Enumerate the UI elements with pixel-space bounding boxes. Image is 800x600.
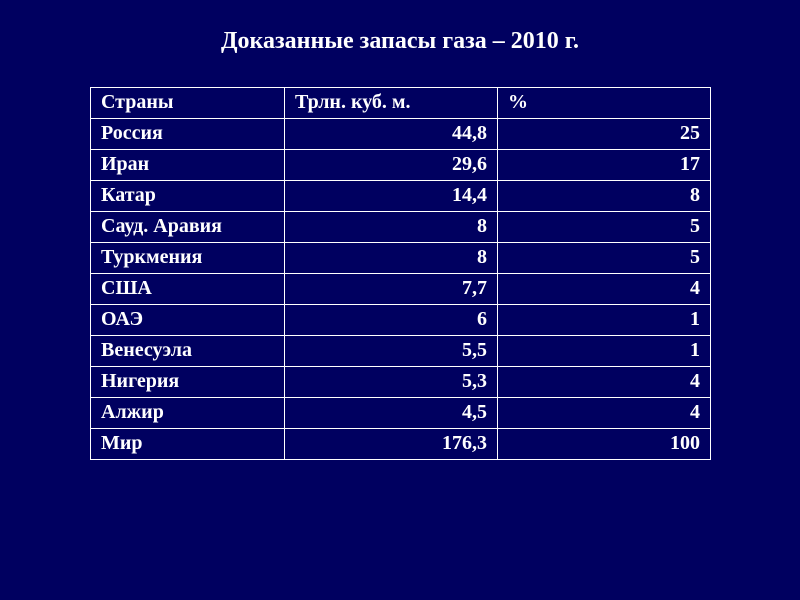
cell-tcm: 29,6 bbox=[285, 150, 498, 181]
cell-tcm: 4,5 bbox=[285, 398, 498, 429]
table-row: Катар 14,4 8 bbox=[91, 181, 711, 212]
cell-country: Сауд. Аравия bbox=[91, 212, 285, 243]
table-row: Мир 176,3 100 bbox=[91, 429, 711, 460]
cell-tcm: 44,8 bbox=[285, 119, 498, 150]
cell-country: Нигерия bbox=[91, 367, 285, 398]
cell-pct: 4 bbox=[498, 274, 711, 305]
cell-tcm: 176,3 bbox=[285, 429, 498, 460]
table-row: Иран 29,6 17 bbox=[91, 150, 711, 181]
table-row: Венесуэла 5,5 1 bbox=[91, 336, 711, 367]
cell-tcm: 7,7 bbox=[285, 274, 498, 305]
cell-pct: 25 bbox=[498, 119, 711, 150]
cell-pct: 4 bbox=[498, 367, 711, 398]
slide: Доказанные запасы газа – 2010 г. Страны … bbox=[0, 0, 800, 600]
cell-country: Иран bbox=[91, 150, 285, 181]
cell-pct: 5 bbox=[498, 212, 711, 243]
cell-pct: 4 bbox=[498, 398, 711, 429]
table-row: Нигерия 5,3 4 bbox=[91, 367, 711, 398]
cell-tcm: 14,4 bbox=[285, 181, 498, 212]
reserves-table: Страны Трлн. куб. м. % Россия 44,8 25 Ир… bbox=[90, 87, 711, 460]
cell-country: Алжир bbox=[91, 398, 285, 429]
cell-country: ОАЭ bbox=[91, 305, 285, 336]
cell-country: Венесуэла bbox=[91, 336, 285, 367]
cell-country: Туркмения bbox=[91, 243, 285, 274]
cell-pct: 17 bbox=[498, 150, 711, 181]
col-header-tcm: Трлн. куб. м. bbox=[285, 88, 498, 119]
cell-tcm: 8 bbox=[285, 212, 498, 243]
table-row: Алжир 4,5 4 bbox=[91, 398, 711, 429]
table-row: США 7,7 4 bbox=[91, 274, 711, 305]
col-header-country: Страны bbox=[91, 88, 285, 119]
table-row: Россия 44,8 25 bbox=[91, 119, 711, 150]
cell-country: Катар bbox=[91, 181, 285, 212]
cell-pct: 5 bbox=[498, 243, 711, 274]
cell-tcm: 5,5 bbox=[285, 336, 498, 367]
table-header-row: Страны Трлн. куб. м. % bbox=[91, 88, 711, 119]
cell-pct: 1 bbox=[498, 305, 711, 336]
cell-country: Мир bbox=[91, 429, 285, 460]
cell-country: США bbox=[91, 274, 285, 305]
slide-title: Доказанные запасы газа – 2010 г. bbox=[0, 28, 800, 55]
table-row: Туркмения 8 5 bbox=[91, 243, 711, 274]
cell-tcm: 5,3 bbox=[285, 367, 498, 398]
cell-tcm: 8 bbox=[285, 243, 498, 274]
cell-pct: 100 bbox=[498, 429, 711, 460]
table-row: ОАЭ 6 1 bbox=[91, 305, 711, 336]
cell-country: Россия bbox=[91, 119, 285, 150]
table-row: Сауд. Аравия 8 5 bbox=[91, 212, 711, 243]
cell-pct: 8 bbox=[498, 181, 711, 212]
reserves-table-wrap: Страны Трлн. куб. м. % Россия 44,8 25 Ир… bbox=[90, 87, 710, 460]
col-header-pct: % bbox=[498, 88, 711, 119]
cell-pct: 1 bbox=[498, 336, 711, 367]
cell-tcm: 6 bbox=[285, 305, 498, 336]
